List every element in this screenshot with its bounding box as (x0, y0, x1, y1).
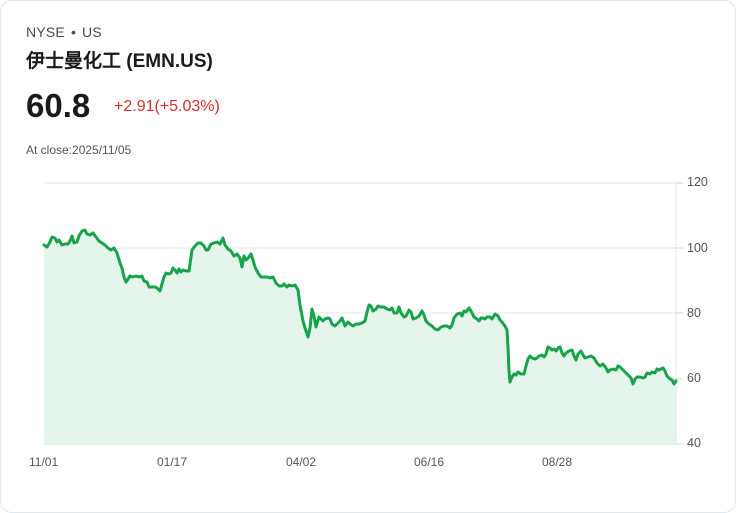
y-tick-40: 40 (687, 436, 701, 450)
x-tick-0117: 01/17 (157, 455, 188, 469)
separator-dot: • (70, 24, 77, 40)
exchange-name: NYSE (26, 24, 65, 40)
y-tick-100: 100 (687, 241, 708, 255)
price-change: +2.91(+5.03%) (114, 98, 220, 115)
price-line (42, 228, 678, 386)
x-tick-1101: 11/01 (29, 455, 59, 469)
exchange-info: NYSE • US (26, 24, 102, 40)
x-tick-0402: 04/02 (286, 455, 317, 469)
region: US (82, 24, 102, 40)
x-tick-0828: 08/28 (542, 455, 573, 469)
y-tick-60: 60 (687, 371, 701, 385)
y-tick-80: 80 (687, 306, 701, 320)
x-tick-0616: 06/16 (414, 455, 445, 469)
area-fill (44, 230, 676, 444)
close-timestamp: At close:2025/11/05 (26, 143, 132, 157)
current-price: 60.8 (26, 87, 91, 124)
y-tick-120: 120 (687, 175, 708, 189)
stock-title: 伊士曼化工 (EMN.US) (26, 51, 213, 72)
